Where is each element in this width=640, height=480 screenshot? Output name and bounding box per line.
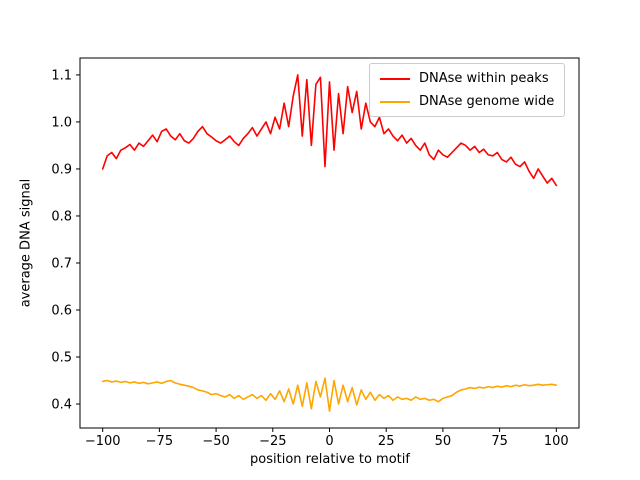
- y-tick-label: 0.7: [51, 256, 72, 271]
- x-tick-label: 75: [491, 434, 508, 449]
- y-tick-label: 0.5: [51, 351, 72, 366]
- legend-entry-genome-wide: DNAse genome wide: [380, 94, 554, 109]
- x-axis-label: position relative to motif: [250, 452, 410, 467]
- x-tick-label: −100: [85, 434, 121, 449]
- legend-line-orange-icon: [380, 100, 410, 103]
- series-line-1: [101, 377, 558, 412]
- x-tick-label: 50: [435, 434, 452, 449]
- y-tick-label: 0.9: [51, 162, 72, 177]
- x-tick-label: −50: [202, 434, 229, 449]
- x-tick-label: 25: [378, 434, 395, 449]
- x-tick-label: −75: [146, 434, 173, 449]
- y-tick-label: 1.1: [51, 68, 72, 83]
- x-tick-label: 0: [325, 434, 333, 449]
- legend: DNAse within peaks DNAse genome wide: [369, 63, 566, 117]
- y-tick-label: 0.6: [51, 303, 72, 318]
- y-tick-label: 1.0: [51, 115, 72, 130]
- y-tick-label: 0.8: [51, 209, 72, 224]
- y-axis-label: average DNA signal: [18, 178, 34, 308]
- legend-label-within-peaks: DNAse within peaks: [419, 71, 549, 86]
- x-tick-label: −25: [259, 434, 286, 449]
- series-line-0: [101, 74, 558, 187]
- y-tick-label: 0.4: [51, 398, 72, 413]
- legend-line-red-icon: [380, 77, 410, 80]
- x-tick-label: 100: [544, 434, 569, 449]
- plot-border: [79, 57, 580, 429]
- legend-label-genome-wide: DNAse genome wide: [419, 94, 555, 109]
- legend-entry-within-peaks: DNAse within peaks: [380, 71, 554, 86]
